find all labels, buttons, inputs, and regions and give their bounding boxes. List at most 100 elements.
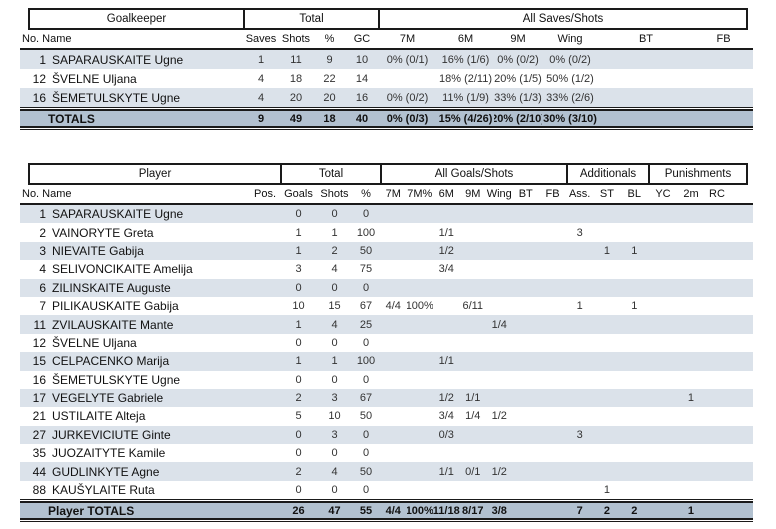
stat-cell (460, 426, 487, 444)
stat-cell (539, 426, 566, 444)
stat-cell (486, 481, 513, 499)
player-name-cell: 3 NIEVAITE Gabija (20, 242, 250, 260)
stat-cell (460, 481, 487, 499)
table-row: 3 NIEVAITE Gabija 1 2 50 1/2 1 1 (20, 241, 753, 261)
stat-cell (407, 223, 434, 241)
stat-cell (704, 297, 730, 315)
stat-cell (621, 260, 648, 278)
stat-cell: 25 (359, 318, 373, 331)
stat-cell (433, 371, 460, 389)
player-number: 21 (32, 409, 46, 424)
position-cell (250, 297, 280, 315)
stat-cell (621, 352, 648, 370)
player-name-cell: 11 ZVILAUSKAITE Mante (20, 315, 250, 333)
stat-cell: 1/2 (491, 410, 507, 423)
player-name-cell: 6 ZILINSKAITE Auguste (20, 279, 250, 297)
player-name-cell: 17 VEGELYTE Gabriele (20, 389, 250, 407)
column-header-no-name: No. Name (22, 188, 72, 200)
stat-cell (380, 205, 407, 223)
stat-cell (380, 223, 407, 241)
position-cell (250, 279, 280, 297)
stat-cell: 6/11 (462, 300, 484, 313)
column-header-6m: 6M (438, 188, 454, 200)
position-cell (250, 389, 280, 407)
stat-cell (539, 315, 566, 333)
stat-cell (566, 279, 593, 297)
stat-cell (378, 69, 437, 88)
stat-cell: 22 (323, 72, 336, 85)
stat-cell (539, 352, 566, 370)
table-row: 35 JUOZAITYTE Kamile 0 0 0 (20, 444, 753, 462)
player-number: 15 (32, 354, 46, 369)
stat-cell: 1 (257, 53, 265, 66)
totals-row: TOTALS 9 49 18 40 0% (0/3) 15% (4/26) 20% (2/10… (20, 109, 753, 128)
stat-cell (513, 334, 540, 352)
stat-cell (621, 407, 648, 425)
stat-cell (539, 389, 566, 407)
column-header-goals: Goals (284, 188, 313, 200)
player-name-cell: 2 VAINORYTE Greta (20, 223, 250, 241)
stat-cell (704, 279, 730, 297)
stat-cell (407, 407, 434, 425)
stat-cell: 20 (289, 91, 303, 104)
stat-cell (539, 481, 566, 499)
stat-cell: 0 (295, 208, 302, 221)
stat-cell: 3 (576, 226, 583, 239)
stat-cell (486, 205, 513, 223)
table-row: 1 SAPARAUSKAITE Ugne 1 11 9 10 0% (0/1) 16% (1/… (20, 50, 753, 69)
table-row: 16 ŠEMETULSKYTE Ugne 4 20 20 16 0% (0/2) 11% (1… (20, 88, 753, 107)
stat-cell: 3/4 (438, 410, 454, 423)
table-row: 2 VAINORYTE Greta 1 1 100 1/1 3 (20, 223, 753, 241)
table-row: 88 KAUŠYLAITE Ruta 0 0 0 1 (20, 481, 753, 499)
stat-cell: 7 (576, 504, 583, 517)
stat-cell: 3/4 (438, 263, 454, 276)
player-name: ŠEMETULSKYTE Ugne (52, 372, 181, 387)
stat-cell: 15% (4/26) (438, 112, 493, 125)
stat-cell (380, 260, 407, 278)
stat-cell (621, 334, 648, 352)
stat-cell (380, 444, 407, 462)
stat-cell: 0 (362, 373, 370, 386)
stat-cell (539, 503, 566, 518)
stat-cell: 1 (331, 355, 338, 368)
stat-cell (513, 205, 540, 223)
stat-cell: 47 (328, 504, 341, 517)
stat-cell: 10 (328, 410, 341, 423)
stat-cell: 1 (331, 226, 338, 239)
stat-cell (648, 444, 678, 462)
stat-cell: 0 (331, 373, 338, 386)
position-cell (250, 426, 280, 444)
stat-cell (704, 371, 730, 389)
stat-cell: 40 (355, 112, 369, 125)
player-number: 2 (39, 225, 46, 240)
stat-cell (513, 389, 540, 407)
group-header-additionals: Additionals (566, 163, 648, 185)
stat-cell (593, 426, 620, 444)
stat-cell: 9 (326, 53, 333, 66)
stat-cell (648, 334, 678, 352)
player-name: ŠEMETULSKYTE Ugne (52, 90, 181, 105)
stat-cell: 100 (356, 355, 376, 368)
stat-cell (566, 481, 593, 499)
stat-cell (593, 260, 620, 278)
stat-cell (621, 462, 648, 480)
position-cell (250, 371, 280, 389)
stat-cell (380, 315, 407, 333)
stat-cell (704, 444, 730, 462)
position-cell (250, 407, 280, 425)
stat-cell (407, 205, 434, 223)
stat-cell: 1 (295, 318, 302, 331)
stat-cell (486, 223, 513, 241)
column-header-st: ST (599, 188, 614, 200)
stat-cell (648, 315, 678, 333)
stat-cell: 1 (603, 244, 610, 257)
stat-cell (433, 315, 460, 333)
stat-cell (648, 426, 678, 444)
stat-cell (486, 279, 513, 297)
position-cell (250, 315, 280, 333)
position-cell (250, 205, 280, 223)
stat-cell: 0 (362, 428, 370, 441)
table-row: 1 SAPARAUSKAITE Ugne 0 0 0 (20, 205, 753, 224)
player-number: 88 (32, 483, 46, 498)
stat-cell: 18 (289, 72, 303, 85)
